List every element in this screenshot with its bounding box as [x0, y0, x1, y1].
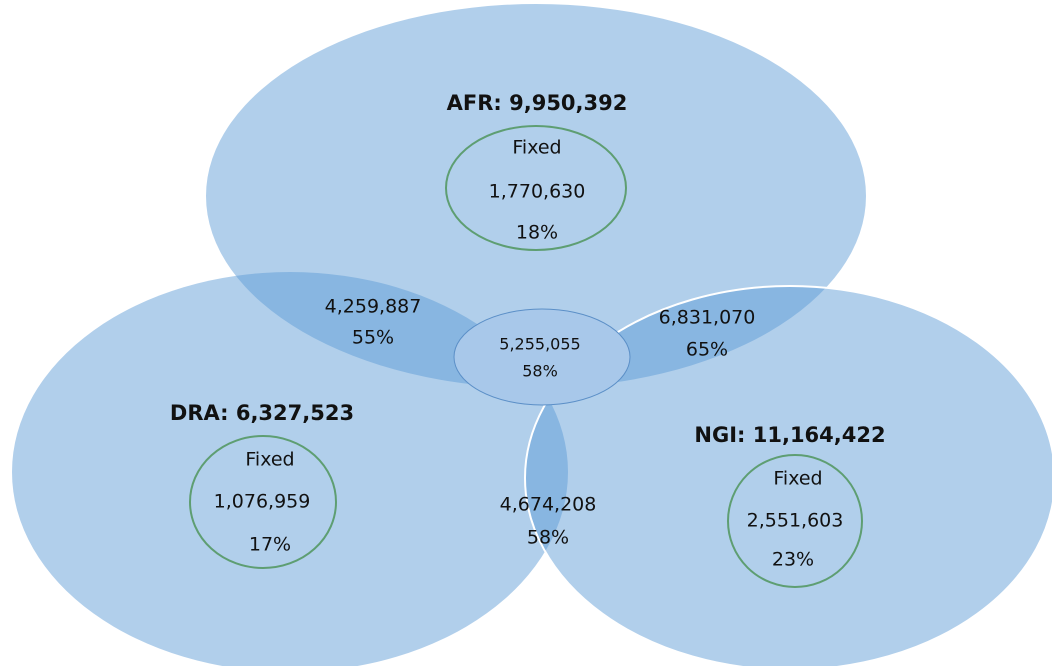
fixed-value: 2,551,603 [747, 510, 844, 532]
afr-set [206, 4, 866, 388]
set-label: NGI: 11,164,422 [694, 423, 885, 447]
fixed-label: Fixed [245, 449, 294, 471]
dra-set [12, 272, 568, 666]
dra-fixed-circle [189, 435, 337, 569]
fixed-label: Fixed [773, 468, 822, 490]
ngi-set [524, 285, 1052, 666]
center-ellipse [453, 308, 631, 406]
ngi-fixed-circle [727, 454, 863, 588]
center-percent: 58% [522, 362, 558, 381]
set-label: DRA: 6,327,523 [170, 401, 354, 425]
fixed-value: 1,770,630 [489, 181, 586, 203]
intersection-value: 4,674,208 [500, 494, 597, 516]
intersection-percent: 55% [352, 327, 394, 349]
intersection-value: 6,831,070 [659, 307, 756, 329]
set-label: AFR: 9,950,392 [447, 91, 628, 115]
fixed-percent: 17% [249, 534, 291, 556]
fixed-percent: 18% [516, 222, 558, 244]
afr-fixed-circle [445, 125, 627, 251]
intersection-percent: 65% [686, 339, 728, 361]
intersection-value: 4,259,887 [325, 296, 422, 318]
fixed-value: 1,076,959 [214, 491, 311, 513]
intersection-percent: 58% [527, 527, 569, 549]
fixed-percent: 23% [772, 549, 814, 571]
fixed-label: Fixed [512, 137, 561, 159]
center-value: 5,255,055 [499, 335, 580, 354]
